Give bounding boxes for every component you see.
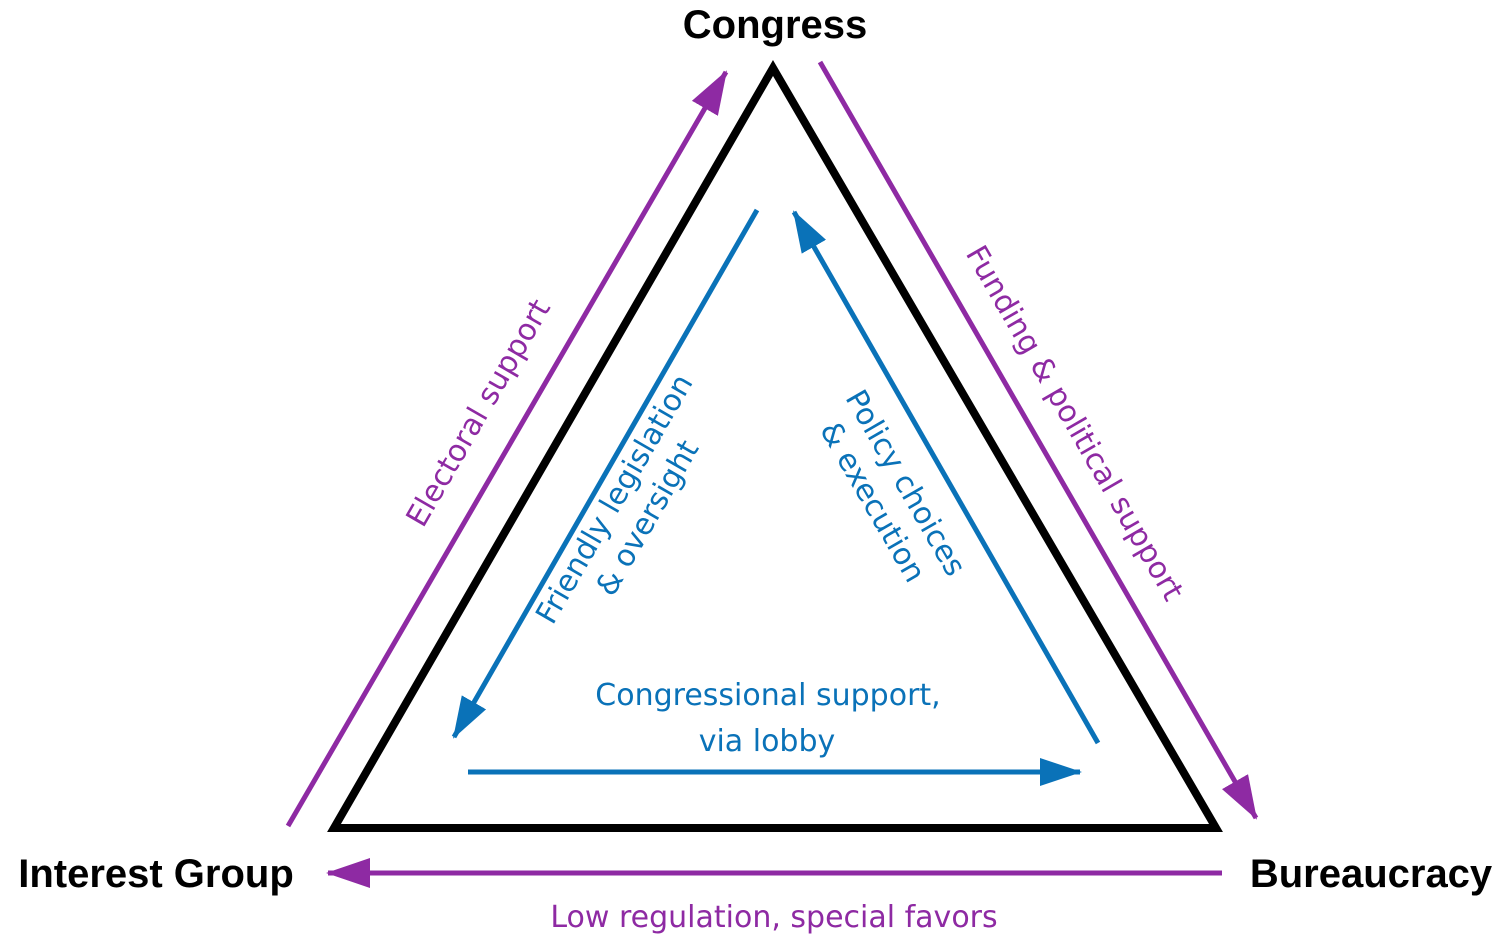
interest-group-label: Interest Group bbox=[18, 852, 294, 896]
electoral-support-arrow bbox=[285, 70, 729, 828]
friendly-legislation-arrow bbox=[451, 208, 760, 739]
friendly-legislation-label: Friendly legislation & oversight bbox=[529, 368, 706, 630]
bureaucracy-label: Bureaucracy bbox=[1250, 852, 1493, 896]
congressional-support-line1: Congressional support, bbox=[595, 678, 940, 713]
low-regulation-label: Low regulation, special favors bbox=[550, 900, 997, 935]
main-triangle bbox=[327, 60, 1223, 832]
congressional-support-line2: via lobby bbox=[699, 724, 836, 759]
policy-choices-label: Policy choices & execution bbox=[812, 384, 972, 588]
funding-support-label: Funding & political support bbox=[958, 240, 1190, 607]
funding-support-arrow bbox=[817, 60, 1259, 820]
congress-label: Congress bbox=[683, 3, 868, 47]
policy-choices-arrow bbox=[791, 210, 1101, 745]
